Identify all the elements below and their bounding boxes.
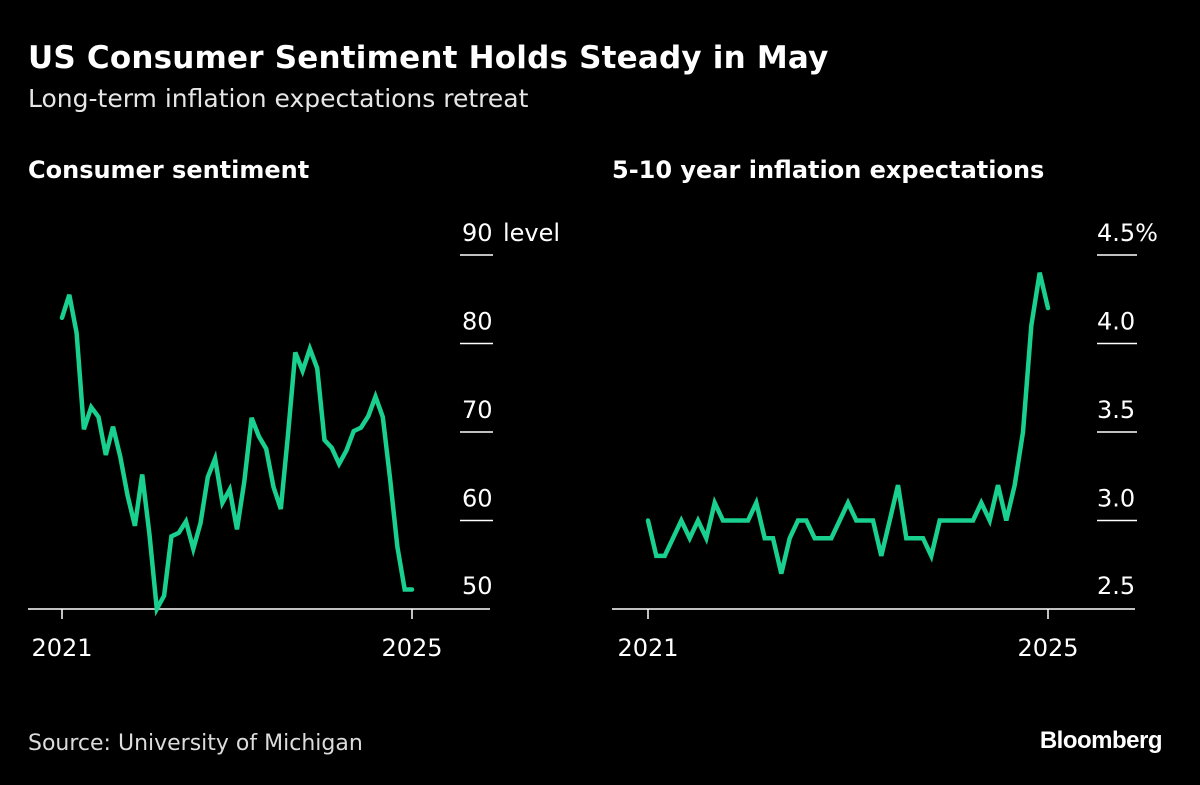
source-note: Source: University of Michigan	[28, 731, 363, 756]
panel-title-sentiment: Consumer sentiment	[28, 156, 310, 184]
y-tick-label: 3.0	[1097, 485, 1135, 513]
chart-subtitle: Long-term inflation expectations retreat	[28, 84, 529, 113]
bloomberg-logo: Bloomberg	[1039, 727, 1163, 754]
y-tick-label: 90	[462, 219, 493, 247]
series-line	[59, 294, 415, 617]
y-tick-label: 50	[462, 572, 493, 600]
x-tick-label: 2025	[1017, 634, 1078, 662]
y-tick-label: 70	[462, 396, 493, 424]
y-tick-label: 4.0	[1097, 308, 1135, 336]
x-tick-label: 2021	[31, 634, 92, 662]
y-tick-label: 4.5%	[1097, 219, 1158, 247]
y-tick-label: 3.5	[1097, 396, 1135, 424]
x-tick-label: 2025	[381, 634, 442, 662]
y-unit-label: level	[503, 219, 560, 247]
panel-title-inflation: 5-10 year inflation expectations	[612, 156, 1045, 184]
series-line	[645, 272, 1051, 575]
y-tick-label: 80	[462, 308, 493, 336]
y-tick-label: 60	[462, 485, 493, 513]
chart-title: US Consumer Sentiment Holds Steady in Ma…	[28, 40, 829, 76]
x-tick-label: 2021	[617, 634, 678, 662]
y-tick-label: 2.5	[1097, 572, 1135, 600]
